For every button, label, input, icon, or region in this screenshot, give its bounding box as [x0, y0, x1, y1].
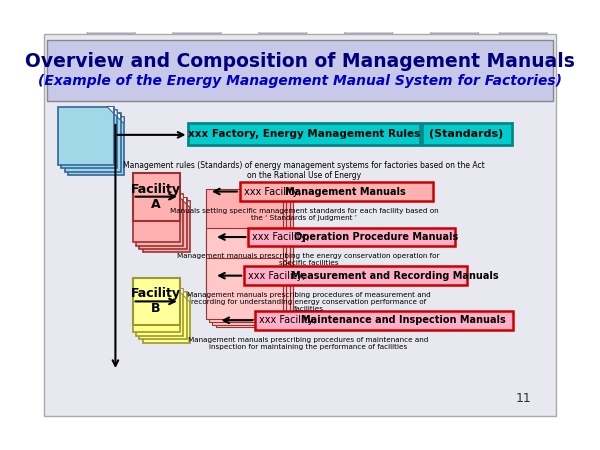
- Text: Management rules (Standards) of energy management systems for factories based on: Management rules (Standards) of energy m…: [124, 161, 485, 180]
- FancyBboxPatch shape: [216, 235, 293, 297]
- Text: Overview and Composition of Management Manuals: Overview and Composition of Management M…: [25, 51, 575, 71]
- Polygon shape: [180, 292, 187, 299]
- Text: Maintenance and Inspection Manuals: Maintenance and Inspection Manuals: [301, 315, 506, 325]
- FancyBboxPatch shape: [143, 295, 190, 342]
- FancyBboxPatch shape: [139, 292, 187, 339]
- Wedge shape: [173, 9, 221, 34]
- FancyBboxPatch shape: [248, 228, 455, 247]
- FancyBboxPatch shape: [216, 197, 293, 258]
- FancyBboxPatch shape: [422, 123, 512, 145]
- Text: Management Manuals: Management Manuals: [284, 186, 405, 197]
- Text: Facility
B: Facility B: [131, 288, 181, 315]
- Text: (Standards): (Standards): [430, 129, 503, 139]
- FancyBboxPatch shape: [256, 311, 513, 330]
- Text: Management manuals prescribing procedures of maintenance and
inspection for main: Management manuals prescribing procedure…: [188, 337, 429, 350]
- FancyBboxPatch shape: [209, 230, 286, 292]
- FancyBboxPatch shape: [136, 194, 183, 246]
- Wedge shape: [430, 9, 479, 34]
- FancyBboxPatch shape: [209, 192, 286, 253]
- Text: (Example of the Energy Management Manual System for Factories): (Example of the Energy Management Manual…: [38, 74, 562, 88]
- Polygon shape: [173, 285, 180, 292]
- Text: xxx Facility,: xxx Facility,: [252, 232, 313, 242]
- Polygon shape: [110, 110, 117, 117]
- FancyBboxPatch shape: [133, 191, 180, 242]
- Text: Management manuals prescribing procedures of measurement and
recording for under: Management manuals prescribing procedure…: [187, 292, 430, 312]
- Text: Manuals setting specific management standards for each facility based on
the ‘ S: Manuals setting specific management stan…: [170, 208, 439, 221]
- FancyBboxPatch shape: [209, 260, 286, 322]
- Wedge shape: [344, 9, 393, 34]
- FancyBboxPatch shape: [68, 117, 124, 175]
- FancyBboxPatch shape: [58, 107, 113, 165]
- FancyBboxPatch shape: [212, 263, 290, 324]
- FancyBboxPatch shape: [65, 113, 121, 172]
- Wedge shape: [87, 9, 135, 34]
- FancyBboxPatch shape: [212, 233, 290, 295]
- Text: Facility
A: Facility A: [131, 183, 181, 211]
- Polygon shape: [180, 198, 187, 204]
- Text: xxx Facility,: xxx Facility,: [259, 315, 319, 325]
- FancyBboxPatch shape: [188, 123, 420, 145]
- Polygon shape: [183, 201, 190, 208]
- Text: 11: 11: [516, 392, 532, 405]
- Text: Operation Procedure Manuals: Operation Procedure Manuals: [294, 232, 458, 242]
- Wedge shape: [259, 9, 307, 34]
- FancyBboxPatch shape: [133, 285, 180, 332]
- FancyBboxPatch shape: [206, 257, 283, 320]
- FancyBboxPatch shape: [133, 278, 180, 325]
- Polygon shape: [173, 191, 180, 198]
- FancyBboxPatch shape: [133, 174, 180, 220]
- FancyBboxPatch shape: [216, 266, 293, 327]
- Polygon shape: [183, 295, 190, 302]
- FancyBboxPatch shape: [47, 40, 553, 100]
- FancyBboxPatch shape: [240, 182, 433, 201]
- Polygon shape: [107, 107, 113, 113]
- Text: xxx Factory, Energy Management Rules: xxx Factory, Energy Management Rules: [188, 129, 421, 139]
- Text: Management manuals prescribing the energy conservation operation for
specific fa: Management manuals prescribing the energ…: [178, 253, 440, 266]
- FancyBboxPatch shape: [44, 34, 556, 416]
- FancyBboxPatch shape: [212, 194, 290, 256]
- FancyBboxPatch shape: [244, 266, 467, 285]
- Wedge shape: [499, 9, 547, 34]
- FancyBboxPatch shape: [61, 110, 117, 168]
- Text: xxx Facility,: xxx Facility,: [248, 270, 309, 281]
- Text: Measurement and Recording Manuals: Measurement and Recording Manuals: [290, 270, 498, 281]
- FancyBboxPatch shape: [143, 201, 190, 252]
- Polygon shape: [176, 194, 183, 201]
- FancyBboxPatch shape: [206, 228, 283, 289]
- Text: xxx Facility,: xxx Facility,: [244, 186, 305, 197]
- Polygon shape: [117, 117, 124, 124]
- Polygon shape: [113, 113, 121, 120]
- Polygon shape: [176, 288, 183, 295]
- FancyBboxPatch shape: [136, 288, 183, 336]
- FancyBboxPatch shape: [206, 189, 283, 251]
- FancyBboxPatch shape: [139, 198, 187, 249]
